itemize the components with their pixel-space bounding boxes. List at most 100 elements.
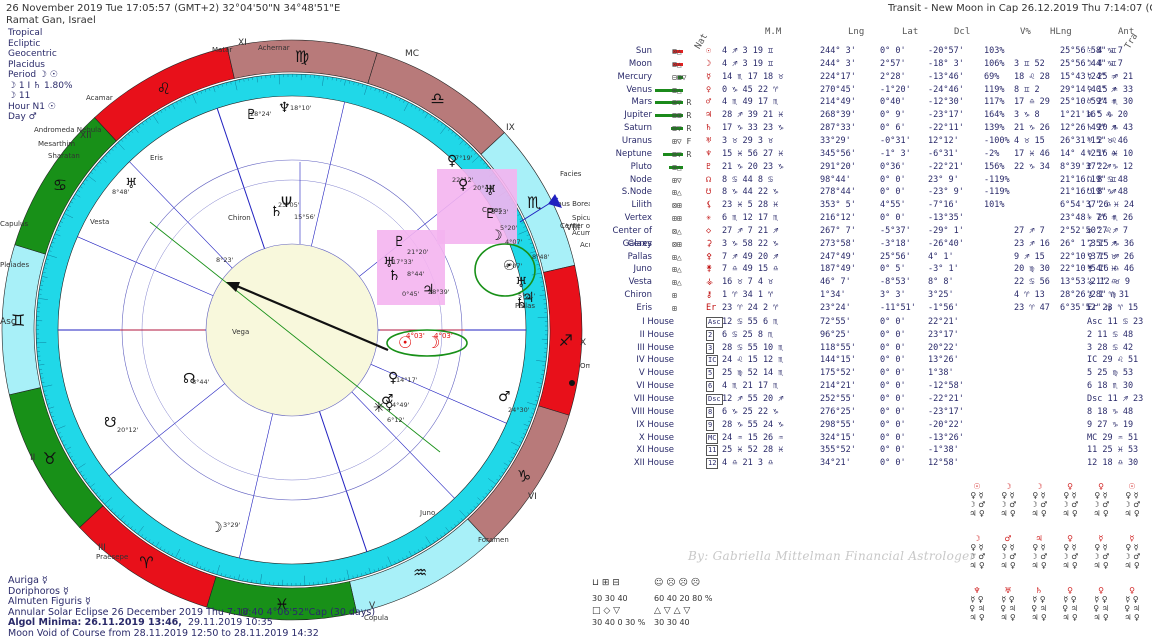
planet-glyph-icon[interactable]: ♅ <box>515 275 528 291</box>
aspect-grid-cell[interactable]: ♅☿ ♀♀ ♃♃ ♀ <box>999 586 1017 622</box>
author-credit: By: Gabriella Mittelman Financial Astrol… <box>688 549 976 563</box>
planet-glyph-icon[interactable]: ♂ <box>498 389 511 405</box>
longitude: 267° 7' <box>820 225 856 238</box>
aspect-grid-cell[interactable]: ♀♀ ☿☽ ♂♃ ♀ <box>1092 482 1110 518</box>
natal-degree-label: 4°07' <box>505 262 523 270</box>
planet-row[interactable]: S.Node⊞△☋8 ♑ 44 22 ♑278°44'0° 0'-23° 9'-… <box>582 186 1152 199</box>
planet-row[interactable]: Sun⊠△☉4 ♐ 3 19 ♊244° 3'0° 0'-20°57'103%2… <box>582 45 1152 58</box>
planet-name: Pluto <box>582 161 652 174</box>
planet-row[interactable]: Pluto⊞△♇21 ♑ 20 23 ♑291°20'0°36'-22°21'1… <box>582 161 1152 174</box>
planet-row[interactable]: Venus⊞△♀0 ♑ 45 22 ♈270°45'-1°20'-24°46'1… <box>582 84 1152 97</box>
planet-name: Saturn <box>582 122 652 135</box>
aspect-grid-cell[interactable]: ♀☿ ♀♀ ♃♃ ♀ <box>1123 586 1141 622</box>
planet-glyph-icon[interactable]: ♇ <box>393 234 406 250</box>
dignity-symbols: ⊞▽ R <box>672 96 694 109</box>
mm-position: 17 ♑ 33 23 ♑ <box>722 122 783 135</box>
aspect-grid-cell[interactable]: ♀☿ ♀♀ ♃♃ ♀ <box>1092 586 1110 622</box>
declination: -18° 3' <box>928 58 964 71</box>
aspect-grid-cell[interactable]: ♀☿ ♀♀ ♃♃ ♀ <box>1061 586 1079 622</box>
mm-position: 7 ♐ 49 20 ♐ <box>722 251 778 264</box>
latitude: -8°53' <box>880 276 911 289</box>
planet-row[interactable]: Uranus⊞▽ F♅3 ♉ 29 3 ♉33°29'-0°31'12°12'-… <box>582 135 1152 148</box>
aspect-grid-cell[interactable]: ☉♀ ☿☽ ♂♃ ♀ <box>1123 482 1141 518</box>
aspect-grid-cell[interactable]: ♃♀ ☿☽ ♂♃ ♀ <box>1030 534 1048 570</box>
house-symbol: 3 <box>706 343 714 354</box>
planet-glyph: ♆ <box>706 148 711 161</box>
planet-row[interactable]: Jupiter⊠⊞ R♃28 ♐ 39 21 ♓268°39'0° 9'-23°… <box>582 109 1152 122</box>
longitude: 244° 3' <box>820 45 856 58</box>
mm-position: 23 ♈ 24 2 ♈ <box>722 302 778 315</box>
planet-row[interactable]: Pallas⊞△⚴7 ♐ 49 20 ♐247°49'25°56'4° 1'9 … <box>582 251 1152 264</box>
house-transit: 11 25 ♓ 53 <box>1087 444 1138 457</box>
legend-symbols-2: □ ◇ ▽ <box>592 606 620 616</box>
helio-longitude: 3 ♊ 52 <box>1014 58 1045 71</box>
planet-glyph-icon[interactable]: ✳ <box>373 400 385 416</box>
mm-position: 4 ♏ 49 17 ♏ <box>722 96 778 109</box>
aspect-grid-cell[interactable]: ♀♀ ☿☽ ♂♃ ♀ <box>1061 534 1079 570</box>
planet-glyph-icon[interactable]: ☽ <box>210 520 223 536</box>
aspect-grid-cell[interactable]: ♂♀ ☿☽ ♂♃ ♀ <box>999 534 1017 570</box>
planet-name: Neptune <box>582 148 652 161</box>
house-symbol: 6 <box>706 381 714 392</box>
planet-row[interactable]: Neptune⊠▽ R♆15 ♓ 56 27 ♓345°56'-1° 3'-6°… <box>582 148 1152 161</box>
planet-row[interactable]: Saturn⊠▽ R♄17 ♑ 33 23 ♑287°33'0° 6'-22°1… <box>582 122 1152 135</box>
planet-row[interactable]: Center of Galaxy⊠△◇27 ♐ 7 21 ♐267° 7'-5°… <box>582 225 1152 238</box>
helio-longitude: 18 ♌ 28 <box>1014 71 1050 84</box>
moon-void: Moon Void of Course from 28.11.2019 12:5… <box>8 629 375 639</box>
mm-position: 7 ♎ 49 15 ♎ <box>722 263 778 276</box>
latitude: 0° 0' <box>880 45 906 58</box>
declination: -24°46' <box>928 84 964 97</box>
aspect-grid-cell[interactable]: ☽♀ ☿☽ ♂♃ ♀ <box>968 534 986 570</box>
declination: 3°25' <box>928 289 954 302</box>
transit-degree: 4°03' <box>406 332 425 340</box>
aspect-grid-cell[interactable]: ☿♀ ☿☽ ♂♃ ♀ <box>1092 534 1110 570</box>
aspect-grid-cell[interactable]: ♆☿ ♀♀ ♃♃ ♀ <box>968 586 986 622</box>
aspect-grid[interactable]: ☉♀ ☿☽ ♂♃ ♀ ☽♀ ☿☽ ♂♃ ♀ ☽♀ ☿☽ ♂♃ ♀ ♀♀ ☿☽ ♂♃ ♀… <box>958 478 1152 637</box>
longitude: 268°39' <box>820 109 856 122</box>
aspect-grid-cell[interactable]: ☉♀ ☿☽ ♂♃ ♀ <box>968 482 986 518</box>
planet-row[interactable]: Ceres⊠⊞⚳3 ♑ 58 22 ♑273°58'-3°18'-26°40'2… <box>582 238 1152 251</box>
velocity: 69% <box>984 71 999 84</box>
planet-row[interactable]: Juno⊞△⚵7 ♎ 49 15 ♎187°49'0° 5'-3° 1'20 ♍… <box>582 263 1152 276</box>
house-latitude: 0° 0' <box>880 367 906 380</box>
dignity-symbols: ⊠▽ R <box>672 148 694 161</box>
transit-position: ☉ 4 ♑ 7 <box>1087 45 1123 58</box>
planet-row[interactable]: Mercury⊟⊞▽☿14 ♏ 17 18 ♉224°17'2°28'-13°4… <box>582 71 1152 84</box>
aspect-grid-cell[interactable]: ☽♀ ☿☽ ♂♃ ♀ <box>1030 482 1048 518</box>
planet-row[interactable]: Vesta⊞△⚶16 ♉ 7 4 ♉46° 7'-8°53'8° 8'22 ♋ … <box>582 276 1152 289</box>
planet-glyph: ⚷ <box>706 289 712 302</box>
planet-glyph-icon[interactable]: ☋ <box>104 415 116 431</box>
sign-glyph-6: ♎ <box>430 89 444 108</box>
planet-glyph-icon[interactable]: ♄ <box>388 268 401 284</box>
aspect-grid-cell[interactable]: ☿♀ ☿☽ ♂♃ ♀ <box>1123 534 1141 570</box>
planet-row[interactable]: Lilith⊠⊞⚸23 ♓ 5 28 ♓353° 5'4°55'-7°16'10… <box>582 199 1152 212</box>
aspect-grid-cell[interactable]: ♄☿ ♀♀ ♃♃ ♀ <box>1030 586 1048 622</box>
house-label-xi: XI <box>238 38 247 48</box>
natal-degree-label: 8°23' <box>491 208 509 216</box>
dignity-symbols: ⊠⊞ <box>672 238 694 251</box>
aspect-grid-cell[interactable]: ☽♀ ☿☽ ♂♃ ♀ <box>999 482 1017 518</box>
planet-row[interactable]: Vertex⊞⊞✳6 ♏ 12 17 ♏216°12'0° 0'-13°35'2… <box>582 212 1152 225</box>
dignity-symbols: ⊠△ <box>672 45 694 58</box>
planet-glyph-icon[interactable]: ♆ <box>278 100 291 116</box>
planet-row[interactable]: Node⊞▽☊8 ♋ 44 8 ♋98°44'0° 0'23° 9'-119%2… <box>582 174 1152 187</box>
planet-row[interactable]: Mars⊞▽ R♂4 ♏ 49 17 ♏214°49'0°40'-12°30'1… <box>582 96 1152 109</box>
dignity-symbols: ⊠⊞ <box>672 199 694 212</box>
aspect-grid-cell[interactable]: ♀♀ ☿☽ ♂♃ ♀ <box>1061 482 1079 518</box>
chart-wheel[interactable]: ♈♉♊♋♌♍♎♏♐♑♒♓MCIXVIIIAscVIVIVIIIIIXIIXIXM… <box>0 12 590 637</box>
planet-row[interactable]: Moon⊠△☽4 ♐ 3 19 ♊244° 3'2°57'-18° 3'106%… <box>582 58 1152 71</box>
